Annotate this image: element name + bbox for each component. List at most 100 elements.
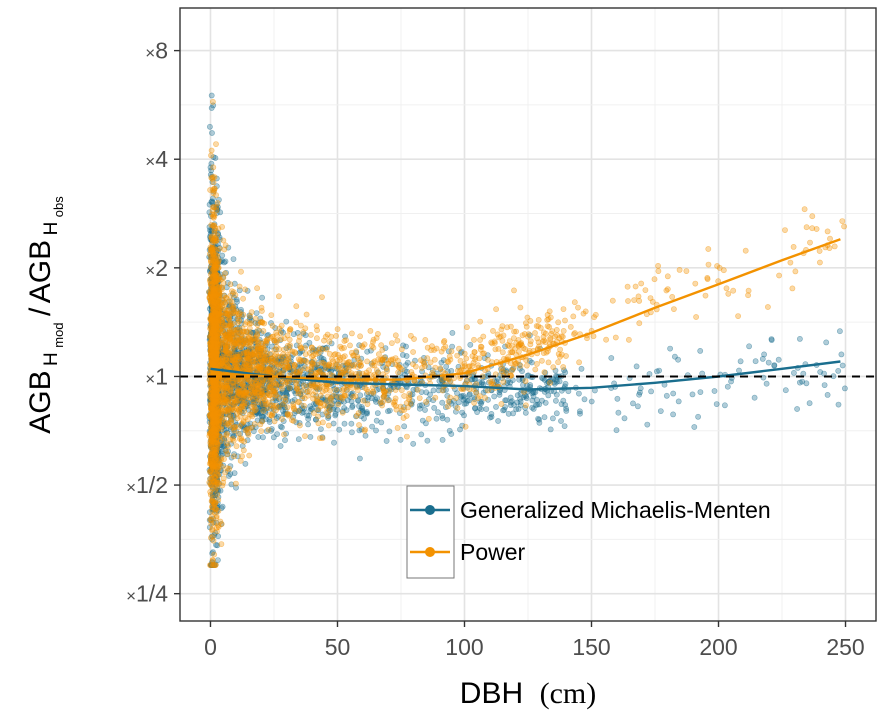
point-power [271, 337, 278, 344]
point-power [388, 340, 395, 346]
point-power [432, 394, 439, 401]
point-gmm [270, 434, 277, 441]
point-gmm [697, 347, 704, 354]
point-power [397, 364, 403, 371]
point-power [309, 360, 315, 367]
point-power [803, 224, 810, 231]
point-power [251, 421, 258, 427]
point-power [438, 348, 445, 355]
point-power [353, 384, 360, 391]
point-gmm [553, 397, 559, 404]
point-power [211, 551, 218, 558]
point-power [592, 311, 599, 318]
point-power [560, 327, 567, 334]
point-power [454, 352, 461, 359]
point-gmm [383, 438, 390, 444]
point-gmm [563, 405, 569, 412]
point-gmm [403, 353, 410, 359]
point-power [572, 330, 578, 336]
point-power [220, 475, 227, 482]
point-power [222, 384, 229, 391]
point-power [364, 401, 371, 407]
point-power [278, 322, 285, 329]
point-power [234, 415, 241, 422]
point-power [489, 340, 496, 347]
point-power [275, 293, 282, 300]
point-power [219, 482, 226, 489]
point-gmm [206, 123, 213, 130]
point-power [213, 515, 220, 521]
point-power [339, 409, 346, 416]
point-power [324, 393, 331, 400]
point-power [211, 174, 218, 180]
point-power [210, 537, 217, 544]
point-power [422, 336, 429, 343]
point-gmm [304, 412, 311, 419]
point-gmm [332, 410, 339, 417]
point-gmm [231, 470, 238, 476]
point-power [364, 358, 370, 365]
point-power [445, 403, 451, 410]
point-power [809, 213, 816, 220]
point-power [236, 318, 243, 324]
point-power [283, 357, 290, 364]
point-power [421, 363, 428, 369]
point-power [319, 294, 325, 300]
point-power [347, 342, 353, 349]
point-power [228, 419, 235, 426]
point-gmm [615, 409, 622, 416]
point-gmm [397, 436, 404, 443]
point-power [356, 422, 362, 428]
point-power [524, 362, 530, 369]
point-power [232, 480, 239, 487]
point-power [231, 453, 237, 460]
point-power [321, 337, 327, 344]
point-power [279, 416, 285, 422]
point-power [370, 336, 377, 343]
point-gmm [466, 392, 473, 398]
point-power [223, 432, 230, 439]
point-gmm [362, 432, 369, 439]
point-power [471, 399, 477, 406]
point-power [787, 259, 794, 266]
point-gmm [699, 370, 706, 377]
point-power [212, 562, 219, 568]
point-gmm [637, 385, 644, 392]
point-power [220, 237, 227, 244]
point-power [664, 286, 671, 292]
point-gmm [439, 399, 446, 406]
point-gmm [422, 407, 428, 413]
point-gmm [469, 376, 476, 383]
point-gmm [253, 310, 260, 316]
point-gmm [215, 533, 221, 540]
point-power [258, 345, 264, 352]
point-power [258, 428, 265, 434]
point-gmm [225, 472, 232, 479]
point-gmm [500, 407, 506, 414]
point-gmm [821, 370, 827, 377]
point-power [295, 407, 302, 414]
point-power [292, 350, 299, 357]
point-gmm [663, 392, 670, 399]
point-power [547, 379, 553, 386]
point-gmm [553, 410, 560, 417]
point-gmm [736, 367, 742, 374]
point-power [252, 315, 259, 322]
point-power [260, 408, 267, 414]
point-gmm [255, 434, 262, 440]
point-power [314, 361, 320, 368]
point-power [544, 311, 551, 318]
point-gmm [214, 557, 221, 563]
point-gmm [561, 423, 568, 429]
point-gmm [427, 391, 433, 398]
point-gmm [385, 408, 391, 415]
point-gmm [515, 405, 522, 412]
point-gmm [542, 399, 549, 406]
point-gmm [527, 382, 534, 388]
point-power [702, 292, 709, 299]
point-gmm [242, 460, 249, 467]
point-power [325, 422, 332, 429]
point-power [499, 349, 506, 356]
point-gmm [463, 400, 470, 407]
